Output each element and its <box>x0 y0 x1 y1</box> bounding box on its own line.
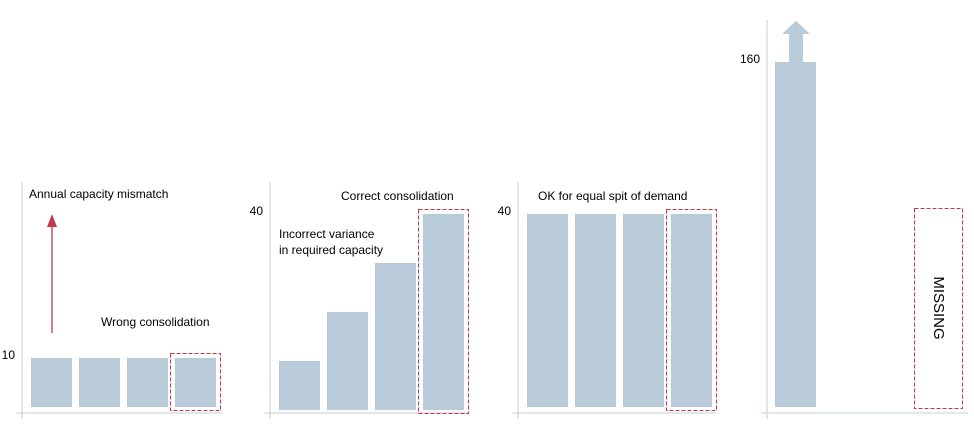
bar-chart3-4 <box>671 214 712 407</box>
bar-chart2-2 <box>327 312 368 410</box>
highlight-box-2 <box>418 209 469 414</box>
bar-chart3-3 <box>623 214 664 407</box>
bar-chart3-1 <box>527 214 568 407</box>
bar-chart3-2 <box>575 214 616 407</box>
overflow-arrow-shaft <box>789 33 803 63</box>
highlight-box-3 <box>666 209 717 411</box>
highlight-box-1 <box>170 353 221 411</box>
mismatch-arrow-head-icon <box>47 214 57 227</box>
annotation-ok-equal-split: OK for equal spit of demand <box>538 189 687 203</box>
bar-chart1-3 <box>127 358 168 407</box>
bar-chart1-2 <box>79 358 120 407</box>
bar-chart1-4 <box>175 358 216 407</box>
annotation-annual-capacity-mismatch: Annual capacity mismatch <box>29 187 168 201</box>
y-tick-label-3: 40 <box>498 204 512 218</box>
bar-chart2-3 <box>375 263 416 410</box>
bar-chart2-1 <box>279 361 320 410</box>
overflow-arrow-head-icon <box>782 21 810 34</box>
bar-chart2-4 <box>423 214 464 410</box>
y-tick-label-4: 160 <box>740 52 760 66</box>
missing-placeholder-box <box>914 208 963 409</box>
annotation-wrong-consolidation: Wrong consolidation <box>101 315 210 329</box>
y-tick-label-1: 10 <box>2 348 16 362</box>
missing-label: MISSING <box>930 276 947 339</box>
bar-chart4-1 <box>775 62 816 407</box>
annotation-incorrect-variance-line2: in required capacity <box>279 243 383 257</box>
bar-chart1-1 <box>31 358 72 407</box>
y-tick-label-2: 40 <box>250 204 264 218</box>
annotation-incorrect-variance-line1: Incorrect variance <box>279 227 375 241</box>
annotation-correct-consolidation: Correct consolidation <box>341 189 454 203</box>
